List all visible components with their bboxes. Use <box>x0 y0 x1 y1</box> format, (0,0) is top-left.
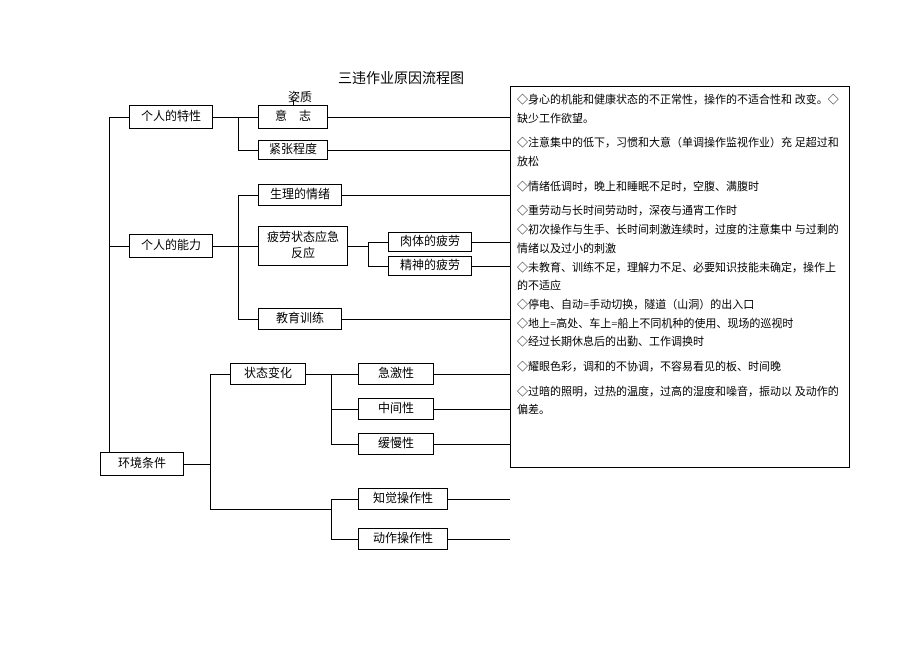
connector <box>210 374 230 375</box>
node-state-change: 状态变化 <box>230 363 306 385</box>
node-personal-ability: 个人的能力 <box>129 234 213 258</box>
connector <box>238 150 258 151</box>
connector <box>328 150 510 151</box>
node-personal-traits: 个人的特性 <box>129 105 213 129</box>
page-title: 三违作业原因流程图 <box>338 68 464 88</box>
connector <box>109 117 110 452</box>
note-line: ◇身心的机能和健康状态的不正常性，操作的不适合性和 改变。◇缺少工作欲望。 <box>517 91 843 128</box>
connector <box>331 409 358 410</box>
connector <box>210 509 331 510</box>
node-perceptual: 知觉操作性 <box>358 488 448 510</box>
connector <box>331 499 332 539</box>
node-physical-fatigue: 肉体的疲劳 <box>388 232 472 252</box>
connector <box>100 452 109 453</box>
connector <box>434 444 510 445</box>
connector <box>109 246 129 247</box>
connector <box>368 266 388 267</box>
node-acute: 急激性 <box>358 363 434 385</box>
connector <box>238 117 239 150</box>
connector <box>448 499 510 500</box>
node-motor: 动作操作性 <box>358 528 448 550</box>
note-line: ◇耀眼色彩，调和的不协调，不容易看见的板、时间晚 <box>517 358 843 377</box>
connector <box>342 195 510 196</box>
note-line: ◇注意集中的低下，习惯和大意（单调操作监视作业）充 足超过和放松 <box>517 134 843 171</box>
connector <box>238 246 258 247</box>
node-mental-fatigue: 精神的疲劳 <box>388 256 472 276</box>
connector <box>238 195 239 319</box>
node-fatigue-response: 疲劳状态应急反应 <box>258 226 348 266</box>
connector <box>342 319 510 320</box>
connector <box>434 374 510 375</box>
connector <box>472 266 510 267</box>
connector <box>434 409 510 410</box>
connector <box>210 374 211 509</box>
connector <box>328 117 510 118</box>
connector <box>184 464 210 465</box>
notes-box: ◇身心的机能和健康状态的不正常性，操作的不适合性和 改变。◇缺少工作欲望。 ◇注… <box>510 86 850 468</box>
connector <box>213 246 238 247</box>
connector <box>448 539 510 540</box>
connector <box>293 100 294 105</box>
connector <box>109 117 129 118</box>
node-environment: 环境条件 <box>100 452 184 476</box>
connector <box>331 499 358 500</box>
connector <box>368 242 388 243</box>
connector <box>348 246 368 247</box>
connector <box>306 374 331 375</box>
connector <box>238 117 258 118</box>
connector <box>331 374 358 375</box>
note-line: ◇情绪低调时，晚上和睡眠不足时，空腹、满腹时 <box>517 178 843 197</box>
connector <box>238 319 258 320</box>
connector <box>368 242 369 266</box>
node-will: 意 志 <box>258 105 328 129</box>
note-line: ◇重劳动与长时间劳动时，深夜与通宵工作时 ◇初次操作与生手、长时间刺激连续时，过… <box>517 202 843 352</box>
connector <box>238 195 258 196</box>
connector <box>331 539 358 540</box>
note-line: ◇过暗的照明，过热的温度，过高的湿度和噪音，振动以 及动作的偏差。 <box>517 383 843 420</box>
node-edu-training: 教育训练 <box>258 308 342 330</box>
subtitle-label: 姿质 <box>288 88 312 105</box>
node-chronic: 缓慢性 <box>358 433 434 455</box>
node-physio-emotion: 生理的情绪 <box>258 184 342 206</box>
node-intermediate: 中间性 <box>358 398 434 420</box>
connector <box>331 444 358 445</box>
connector <box>472 242 510 243</box>
connector <box>213 117 238 118</box>
node-tension: 紧张程度 <box>258 140 328 160</box>
